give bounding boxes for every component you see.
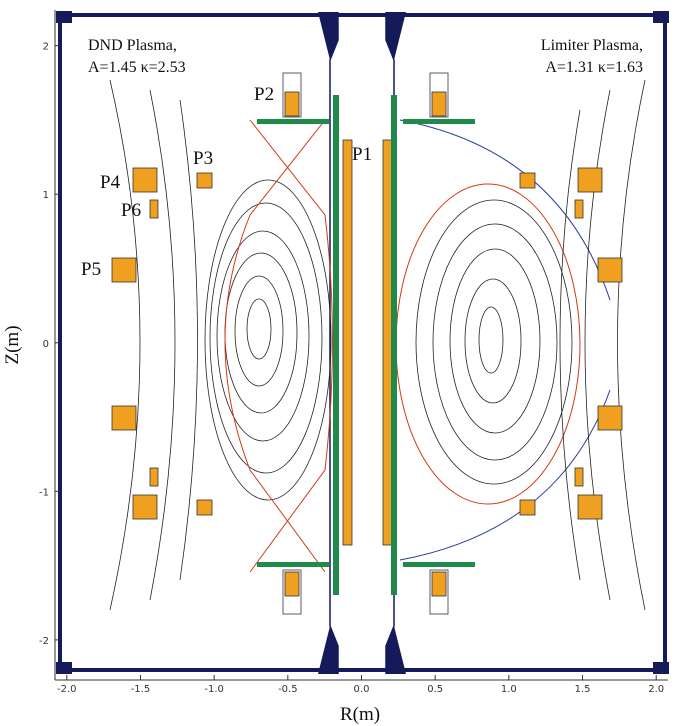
x-tick-label: 0.5 xyxy=(427,684,443,695)
coil-label: P2 xyxy=(254,84,274,105)
annotation: Limiter Plasma, xyxy=(541,37,643,54)
y-tick-label: -2 xyxy=(39,636,49,647)
coil-label: P4 xyxy=(100,172,121,193)
x-tick-label: 1.5 xyxy=(575,684,591,695)
x-axis-title: R(m) xyxy=(340,704,380,725)
y-tick-label: -1 xyxy=(39,487,49,498)
y-axis-title: Z(m) xyxy=(2,325,23,364)
x-tick-label: -0.5 xyxy=(278,684,298,695)
y-tick-label: 1 xyxy=(43,190,49,201)
vessel xyxy=(56,11,669,674)
x-tick-label: -2.0 xyxy=(57,684,77,695)
y-tick-label: 2 xyxy=(43,42,49,53)
annotation: A=1.45 κ=2.53 xyxy=(88,59,186,76)
coil-label: P6 xyxy=(121,200,141,221)
x-tick-label: 0.0 xyxy=(354,684,370,695)
coil-label: P1 xyxy=(352,144,372,165)
coil-label: P3 xyxy=(193,148,213,169)
x-tick-label: -1.5 xyxy=(131,684,151,695)
annotation: A=1.31 κ=1.63 xyxy=(545,59,643,76)
y-tick-label: 0 xyxy=(43,339,49,350)
annotation: DND Plasma, xyxy=(88,37,177,54)
x-tick-label: -1.0 xyxy=(204,684,224,695)
flux-surfaces xyxy=(110,80,645,610)
chart: DND Plasma, A=1.45 κ=2.53 Limiter Plasma… xyxy=(0,0,679,726)
x-tick-label: 2.0 xyxy=(648,684,664,695)
coil-label: P5 xyxy=(81,259,101,280)
x-tick-label: 1.0 xyxy=(501,684,517,695)
